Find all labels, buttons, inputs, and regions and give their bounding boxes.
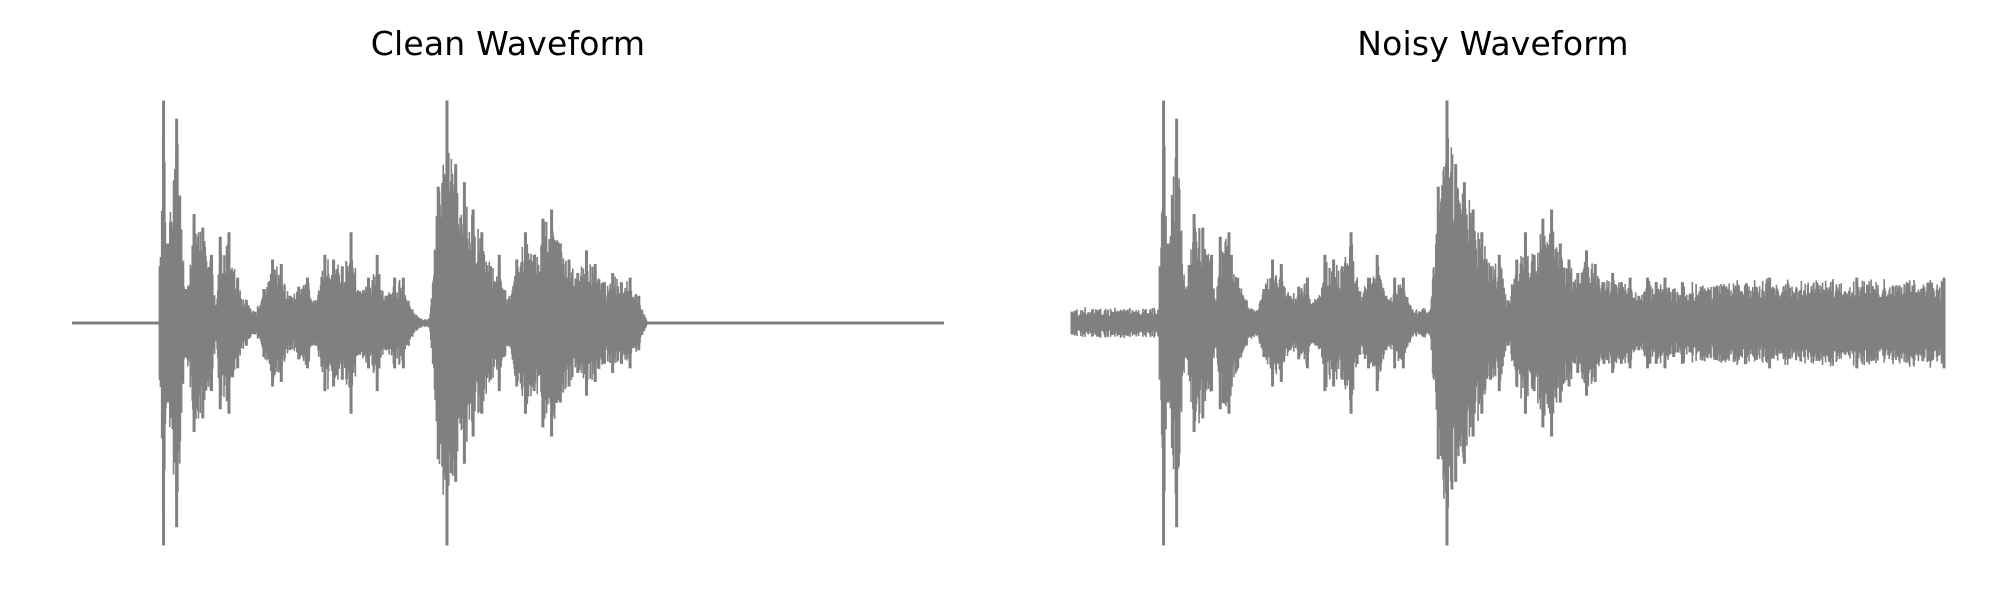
- noisy-waveform-panel: Noisy Waveform: [1000, 0, 2000, 600]
- chart-title: Noisy Waveform: [1357, 24, 1629, 63]
- chart-title: Clean Waveform: [370, 24, 646, 63]
- waveform-series: [72, 100, 944, 546]
- noisy-waveform-plot: [1070, 100, 1946, 546]
- clean-waveform-plot: [72, 100, 944, 546]
- waveform-series: [1070, 100, 1946, 546]
- clean-waveform-panel: Clean Waveform: [72, 24, 944, 546]
